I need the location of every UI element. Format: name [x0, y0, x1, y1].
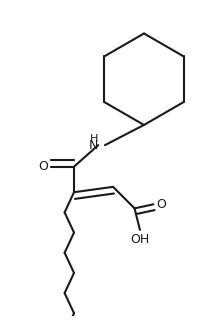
Text: H: H — [90, 134, 98, 144]
Text: O: O — [39, 160, 48, 173]
Text: O: O — [156, 198, 166, 211]
Text: N: N — [89, 139, 98, 152]
Text: OH: OH — [130, 233, 150, 246]
